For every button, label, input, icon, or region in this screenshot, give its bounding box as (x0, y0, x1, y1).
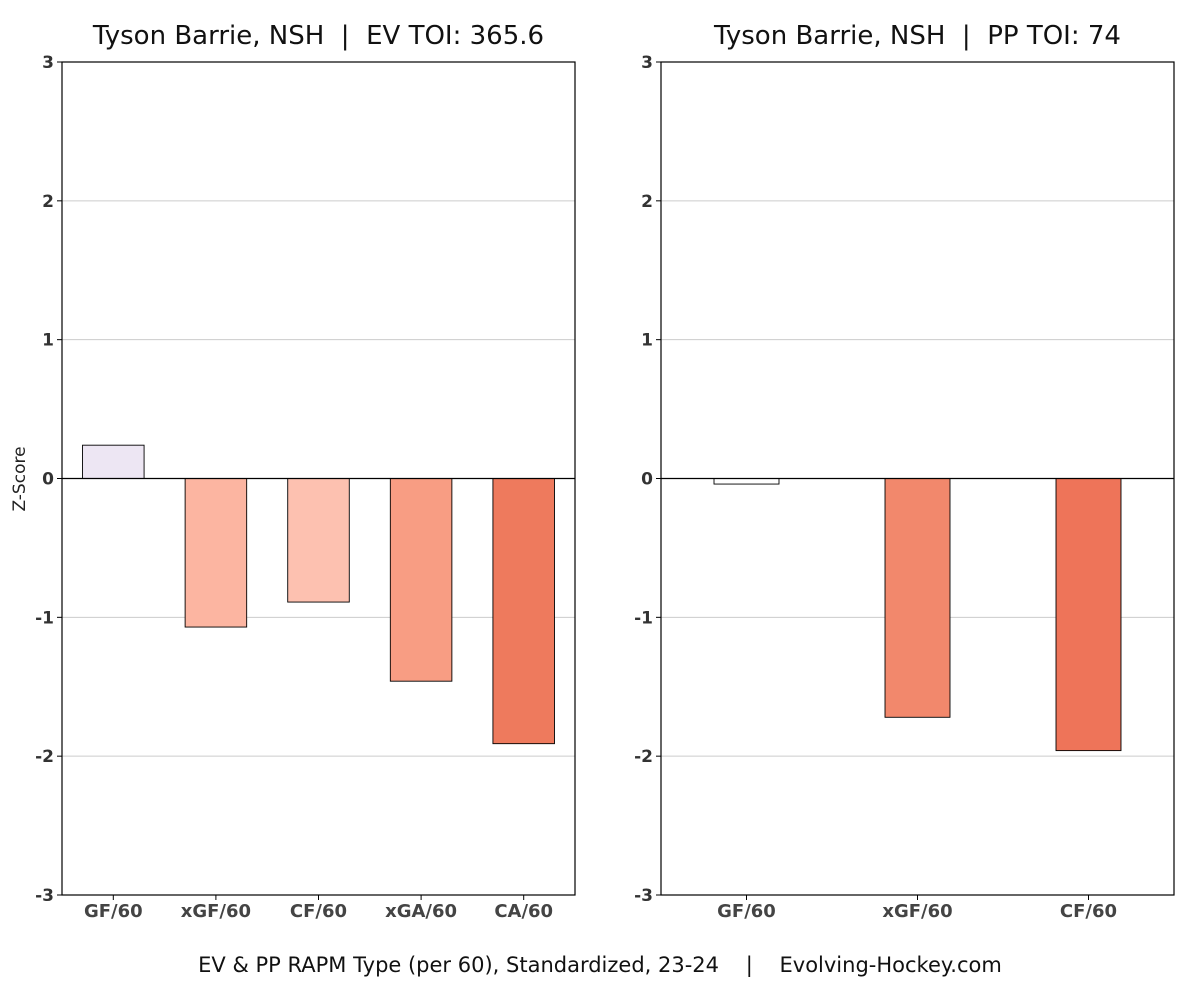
pp-chart-title: Tyson Barrie, NSH | PP TOI: 74 (713, 21, 1121, 51)
pp-y-tick-label: 0 (641, 470, 653, 490)
ev-bar-cf-60 (287, 478, 350, 603)
pp-plot-frame (660, 61, 1175, 896)
ev-y-tick-label: 2 (42, 192, 54, 212)
ev-y-tick-label: -1 (35, 608, 54, 628)
pp-y-tick-label: 2 (641, 192, 653, 212)
y-axis-label: Z-Score (10, 446, 30, 511)
ev-bar-xga-60 (389, 478, 453, 682)
ev-plot-frame (61, 61, 576, 896)
ev-x-tick-label: CA/60 (494, 901, 553, 922)
pp-y-tick-label: 1 (641, 331, 653, 351)
ev-y-tick-label: 3 (42, 53, 54, 73)
pp-chart: Tyson Barrie, NSH | PP TOI: 74 -3 -2 -1 0 1 2… (634, 21, 1175, 922)
ev-bar-gf-60 (82, 444, 145, 479)
pp-x-tick-label: CF/60 (1060, 901, 1117, 922)
pp-y-tick-label: -1 (634, 608, 653, 628)
ev-chart: Tyson Barrie, NSH | EV TOI: 365.6 -3 -2 -1… (35, 21, 576, 922)
ev-bar-ca-60 (492, 478, 555, 745)
ev-y-tick-label: -3 (35, 886, 54, 906)
pp-chart-plot: -3 -2 -1 0 1 2 3 GF/60 xGF/60 CF/60 (634, 53, 1175, 922)
pp-bar-cf-60 (1055, 478, 1122, 752)
figure-caption: EV & PP RAPM Type (per 60), Standardized… (198, 953, 1002, 978)
pp-y-tick-label: -3 (634, 886, 653, 906)
ev-bar-xgf-60 (184, 478, 248, 628)
ev-x-tick-label: GF/60 (84, 901, 143, 922)
pp-bar-xgf-60 (884, 478, 951, 718)
pp-y-tick-label: -2 (634, 747, 653, 767)
pp-x-tick-label: GF/60 (717, 901, 776, 922)
ev-x-tick-label: CF/60 (290, 901, 347, 922)
ev-x-tick-label: xGF/60 (181, 901, 251, 922)
ev-y-tick-label: -2 (35, 747, 54, 767)
ev-y-tick-label: 0 (42, 470, 54, 490)
pp-bar-gf-60 (713, 478, 780, 485)
pp-x-tick-label: xGF/60 (882, 901, 952, 922)
ev-y-tick-label: 1 (42, 331, 54, 351)
ev-chart-title: Tyson Barrie, NSH | EV TOI: 365.6 (92, 21, 544, 51)
ev-x-tick-label: xGA/60 (385, 901, 457, 922)
ev-chart-plot: -3 -2 -1 0 1 2 3 GF/60 xGF/60 CF/60 xGA/60 CA/60 (35, 53, 576, 922)
pp-y-tick-label: 3 (641, 53, 653, 73)
